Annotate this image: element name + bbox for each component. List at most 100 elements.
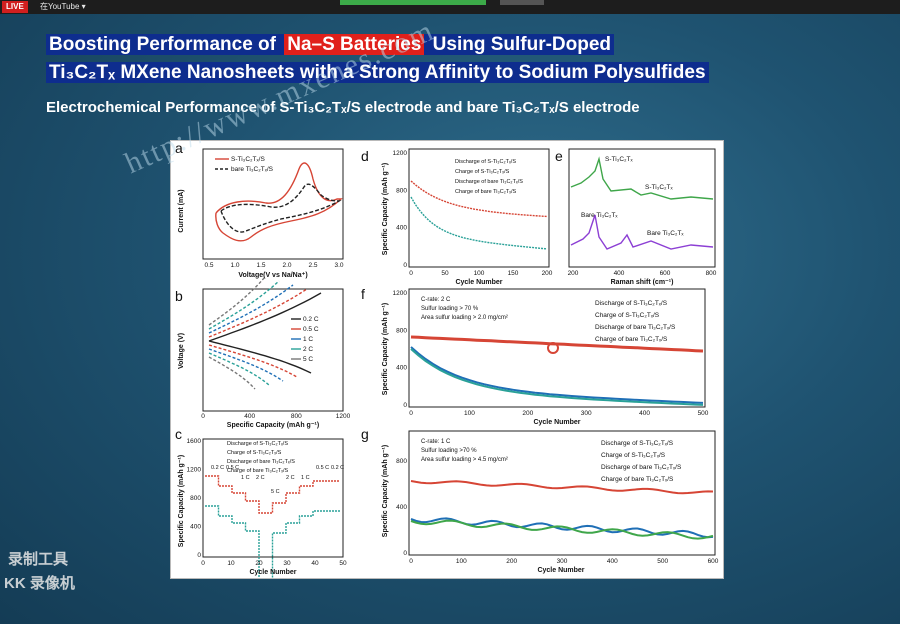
panel-e-top-label-2: S-Ti₃C₂Tₓ xyxy=(645,184,674,191)
panel-b-charge-2 xyxy=(208,284,294,334)
panel-d-ytick-0: 0 xyxy=(403,262,407,269)
panel-d-xtick-2: 100 xyxy=(474,270,485,277)
panel-c-rate-7: 0.5 C xyxy=(316,465,329,471)
panel-e-bottom-label: Bare Ti₃C₂Tₓ xyxy=(581,212,618,219)
panel-f-legend-1: Charge of S-Ti₃C₂Tₓ/S xyxy=(595,312,660,319)
panel-e-frame xyxy=(568,148,716,268)
panel-b-discharge-0 xyxy=(208,340,312,374)
panel-e-top-spectrum xyxy=(570,156,714,200)
panel-d-xtick-4: 200 xyxy=(542,270,553,277)
panel-d-legend-2: Discharge of bare Ti₃C₂Tₓ/S xyxy=(455,179,523,185)
figure-panel: a S-Ti₃C₂Tₓ/S bare Ti₃C₂Tₓ/S 0.5 1.0 1.5 2.0 2.… xyxy=(170,140,724,579)
panel-g-condition-1: Sulfur loading >70 % xyxy=(421,448,477,454)
panel-g-label: g xyxy=(361,426,369,442)
panel-c-rate-2: 1 C xyxy=(241,475,250,481)
panel-c-teal-series xyxy=(205,505,340,578)
panel-c-ytick-2: 800 xyxy=(190,495,201,502)
panel-b-discharge-3 xyxy=(208,352,270,386)
panel-g-ylabel: Specific Capacity (mAh g⁻¹) xyxy=(382,445,389,537)
panel-f-xtick-0: 0 xyxy=(409,410,413,417)
panel-f-condition-0: C-rate: 2 C xyxy=(421,297,451,303)
panel-d-xtick-0: 0 xyxy=(409,270,413,277)
panel-b-charge-0 xyxy=(208,292,322,342)
panel-c-rate-5: 2 C xyxy=(286,475,295,481)
panel-b-discharge-4 xyxy=(208,356,256,390)
panel-e-xtick-3: 800 xyxy=(706,270,717,277)
panel-f-condition-1: Sulfur loading > 70 % xyxy=(421,306,479,312)
panel-g-condition-2: Area sulfur loading > 4.5 mg/cm² xyxy=(421,457,508,463)
panel-g-condition-0: C-rate: 1 C xyxy=(421,439,451,445)
panel-b-charge-1 xyxy=(208,288,308,338)
title-highlight: Na–S Batteries xyxy=(284,34,425,55)
panel-g-red-series xyxy=(410,480,714,495)
panel-e-label: e xyxy=(555,148,563,164)
panel-d-xtick-3: 150 xyxy=(508,270,519,277)
panel-e-bottom-spectrum xyxy=(570,214,714,250)
panel-f-cursor-marker xyxy=(547,342,559,354)
panel-d-red-series xyxy=(410,180,548,218)
panel-b-xtick-3: 1200 xyxy=(336,413,351,420)
panel-b-xlabel: Specific Capacity (mAh g⁻¹) xyxy=(227,422,319,429)
panel-b-discharge-2 xyxy=(208,348,284,382)
panel-d-legend-3: Charge of bare Ti₃C₂Tₓ/S xyxy=(455,189,517,195)
panel-c-ytick-3: 1200 xyxy=(187,467,202,474)
panel-g-legend-2: Discharge of bare Ti₃C₂Tₓ/S xyxy=(601,464,682,471)
panel-e-xlabel: Raman shift (cm⁻¹) xyxy=(611,279,674,286)
panel-c-ytick-1: 400 xyxy=(190,524,201,531)
panel-f-teal-series xyxy=(410,348,704,406)
title-line2-text: Ti₃C₂Tₓ MXene Nanosheets with a Strong A… xyxy=(46,62,709,83)
panel-c-red-series xyxy=(205,475,340,514)
panel-d-xlabel: Cycle Number xyxy=(455,279,502,286)
panel-c-xtick-5: 50 xyxy=(339,560,347,567)
panel-g-xtick-5: 500 xyxy=(657,558,668,565)
panel-e-bottom-label-2: Bare Ti₃C₂Tₓ xyxy=(647,230,684,237)
panel-d-ytick-2: 800 xyxy=(396,187,407,194)
panel-f-legend-2: Discharge of bare Ti₃C₂Tₓ/S xyxy=(595,324,676,331)
panel-e-top-label: S-Ti₃C₂Tₓ xyxy=(605,156,634,163)
panel-g-xtick-1: 100 xyxy=(456,558,467,565)
panel-b-legend-2: 1 C xyxy=(303,336,313,343)
panel-g-xtick-0: 0 xyxy=(409,558,413,565)
panel-c-ylabel: Specific Capacity (mAh g⁻¹) xyxy=(178,455,185,547)
panel-g-xtick-6: 600 xyxy=(708,558,719,565)
panel-b-legend-4: 5 C xyxy=(303,356,313,363)
panel-g-ytick-1: 400 xyxy=(396,504,407,511)
panel-b-discharge-1 xyxy=(208,344,298,378)
gray-strip xyxy=(500,0,544,5)
panel-d-teal-series xyxy=(410,196,548,250)
panel-c-frame xyxy=(202,438,344,558)
panel-f-xtick-1: 100 xyxy=(464,410,475,417)
panel-g-legend-3: Charge of bare Ti₃C₂Tₓ/S xyxy=(601,476,674,483)
panel-f-legend-3: Charge of bare Ti₃C₂Tₓ/S xyxy=(595,336,668,343)
slide-title-line2: Ti₃C₂Tₓ MXene Nanosheets with a Strong A… xyxy=(46,60,709,86)
panel-c-xtick-0: 0 xyxy=(201,560,205,567)
youtube-menu-button[interactable]: 在YouTube ▾ xyxy=(40,2,86,11)
panel-b-legend-0: 0.2 C xyxy=(303,316,319,323)
panel-d-legend-0: Discharge of S-Ti₃C₂Tₓ/S xyxy=(455,159,516,165)
panel-d-xtick-1: 50 xyxy=(441,270,449,277)
panel-a-red-cv xyxy=(215,162,343,242)
green-progress-strip xyxy=(340,0,486,5)
panel-f-condition-2: Area sulfur loading > 2.0 mg/cm² xyxy=(421,315,508,321)
panel-c-rate-6: 1 C xyxy=(301,475,310,481)
panel-d-ytick-3: 1200 xyxy=(393,150,408,157)
panel-d-ylabel: Specific Capacity (mAh g⁻¹) xyxy=(382,163,389,255)
panel-d-ytick-1: 400 xyxy=(396,225,407,232)
live-badge[interactable]: LIVE xyxy=(2,1,28,13)
panel-g-legend-0: Discharge of S-Ti₃C₂Tₓ/S xyxy=(601,440,674,447)
panel-b-frame xyxy=(202,288,344,412)
panel-f-ytick-3: 1200 xyxy=(393,290,408,297)
panel-g-frame xyxy=(408,430,716,556)
panel-f-xtick-5: 500 xyxy=(698,410,709,417)
panel-c-legend-2: Discharge of bare Ti₃C₂Tₓ/S xyxy=(227,459,295,465)
panel-c-legend-1: Charge of S-Ti₃C₂Tₓ/S xyxy=(227,450,282,456)
panel-d-legend-1: Charge of S-Ti₃C₂Tₓ/S xyxy=(455,169,510,175)
panel-c-ytick-0: 0 xyxy=(197,552,201,559)
panel-e-xtick-1: 400 xyxy=(614,270,625,277)
panel-f-blue-series xyxy=(410,346,704,404)
panel-g-green-series xyxy=(410,519,714,540)
panel-c-xtick-3: 30 xyxy=(283,560,291,567)
panel-g-xtick-2: 200 xyxy=(506,558,517,565)
slide-subtitle: Electrochemical Performance of S-Ti₃C₂Tₓ… xyxy=(46,99,640,116)
slide-title-line1: Boosting Performance of Na–S Batteries U… xyxy=(46,32,615,58)
